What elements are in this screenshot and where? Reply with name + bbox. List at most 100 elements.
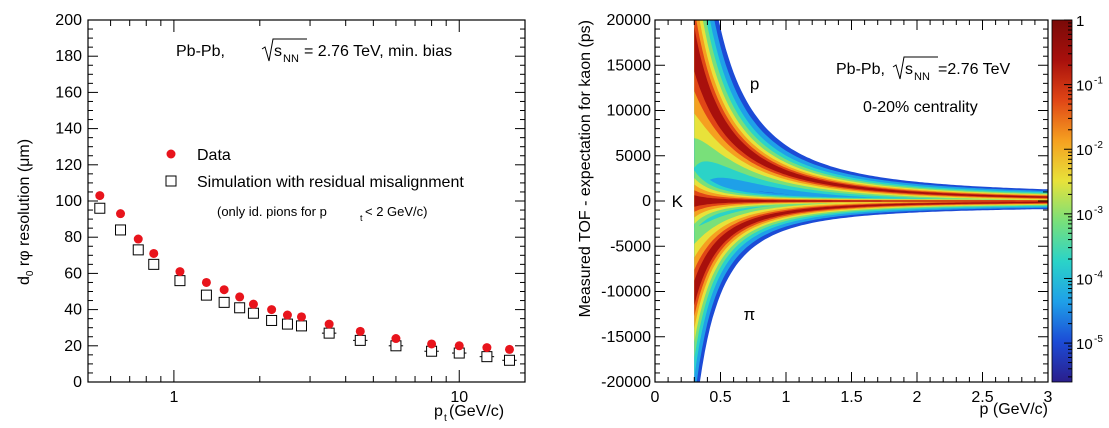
right-x-tick-label: 3 — [1044, 389, 1053, 406]
data-point — [296, 312, 306, 322]
data-point — [235, 292, 245, 302]
right-y-tick-label: 20000 — [607, 12, 652, 29]
color-scale-tick-exponent: -3 — [1094, 205, 1103, 216]
right-centrality-label: 0-20% centrality — [863, 99, 978, 116]
left-x-axis-label: p t (GeV/c) — [434, 403, 504, 424]
right-x-tick-label: 1 — [782, 389, 791, 406]
left-xlabel-main: p — [434, 403, 443, 420]
color-scale-tick-label: 1 — [1076, 13, 1084, 30]
band-label-π: π — [743, 305, 755, 324]
color-scale-tick-label: 10 — [1076, 336, 1093, 353]
color-scale-tick-exponent: -5 — [1094, 334, 1103, 345]
right-y-tick-label: -20000 — [601, 374, 651, 391]
right-y-tick-label: -10000 — [601, 284, 651, 301]
data-point — [282, 310, 292, 320]
legend-data-label: Data — [197, 147, 231, 164]
data-point — [324, 319, 334, 329]
left-annotation-root: s — [274, 43, 282, 60]
left-sqrt-sign — [261, 38, 307, 62]
left-y-tick-label: 200 — [55, 12, 82, 29]
left-note-prefix: (only id. pions for p — [217, 204, 327, 219]
color-scale-tick-label: 10 — [1076, 207, 1093, 224]
color-scale-bar — [1051, 19, 1073, 383]
sim-point — [115, 224, 127, 236]
right-y-tick-label: -15000 — [601, 329, 651, 346]
left-x-tick-label: 1 — [169, 389, 178, 406]
left-y-tick-label: 140 — [55, 121, 82, 138]
color-scale-tick-label: 10 — [1076, 271, 1093, 288]
left-y-tick-label: 40 — [64, 302, 82, 319]
color-scale-ticks: 110-110-210-310-410-5 — [1064, 13, 1103, 378]
left-xlabel-unit: (GeV/c) — [449, 403, 504, 420]
data-point — [454, 341, 464, 351]
right-annotation-prefix: Pb-Pb, — [836, 61, 885, 78]
left-note-suffix: < 2 GeV/c) — [365, 204, 428, 219]
color-scale-tick-label: 10 — [1076, 78, 1093, 95]
sim-point — [323, 327, 335, 339]
right-annotation-suffix: =2.76 TeV — [938, 61, 1011, 78]
left-y-tick-label: 60 — [64, 265, 82, 282]
left-x-tick-label: 10 — [450, 389, 468, 406]
right-annotation-root-sub: NN — [914, 71, 930, 83]
right-chart: 0 0.5 1 1.5 2 2.5 3 -20000 -15000 -10000 -5000 0 500… — [577, 12, 1103, 418]
left-y-tick-label: 80 — [64, 229, 82, 246]
right-x-tick-label: 0.5 — [709, 389, 731, 406]
data-point — [149, 248, 159, 258]
right-y-tick-label: 10000 — [607, 103, 652, 120]
sim-point — [94, 202, 106, 214]
left-ylabel-rest: rφ resolution (μm) — [16, 139, 33, 271]
band-label-p: p — [750, 74, 759, 93]
data-point — [504, 344, 514, 354]
left-y-tick-label: 100 — [55, 193, 82, 210]
sim-point — [503, 354, 515, 366]
left-annotation-prefix: Pb-Pb, — [176, 43, 225, 60]
data-point — [391, 334, 401, 344]
left-ylabel-main: d — [16, 276, 33, 285]
left-y-axis-label: d0 rφ resolution (μm) — [16, 139, 36, 285]
color-scale-tick-label: 10 — [1076, 142, 1093, 159]
right-y-tick-label: 15000 — [607, 57, 652, 74]
sim-point — [481, 351, 493, 363]
sim-point — [354, 334, 366, 346]
data-point — [95, 191, 105, 201]
legend-data-marker — [166, 149, 176, 159]
data-point — [355, 326, 365, 336]
data-point — [133, 234, 143, 244]
sim-point — [234, 302, 246, 314]
sim-point — [132, 244, 144, 256]
sim-point — [200, 289, 212, 301]
legend-sim-label: Simulation with residual misalignment — [197, 174, 464, 191]
left-y-tick-label: 120 — [55, 157, 82, 174]
data-point — [427, 339, 437, 349]
color-scale-tick-exponent: -4 — [1094, 269, 1103, 280]
data-point — [482, 343, 492, 353]
left-y-tick-label: 20 — [64, 338, 82, 355]
data-point — [175, 267, 185, 277]
kaon-band-layer — [694, 195, 1048, 207]
sim-point — [247, 307, 259, 319]
right-ticks: 0 0.5 1 1.5 2 2.5 3 -20000 -15000 -10000 -5000 0 500… — [601, 12, 1052, 406]
sim-point — [295, 320, 307, 332]
left-annotation-suffix: = 2.76 TeV, min. bias — [304, 43, 452, 60]
right-x-tick-label: 1.5 — [840, 389, 862, 406]
left-note-sub: t — [360, 213, 363, 223]
right-x-axis-label: p (GeV/c) — [980, 401, 1048, 418]
sim-point — [266, 314, 278, 326]
left-xlabel-sub: t — [444, 413, 447, 424]
left-y-tick-label: 180 — [55, 48, 82, 65]
left-annotation-root-sub: NN — [283, 53, 299, 65]
right-y-tick-label: 0 — [642, 193, 651, 210]
right-x-tick-label: 2.5 — [971, 389, 993, 406]
data-point — [248, 299, 258, 309]
proton-band-layer — [694, 20, 1048, 203]
sim-point — [148, 258, 160, 270]
right-y-tick-label: -5000 — [610, 238, 651, 255]
left-y-tick-label: 160 — [55, 84, 82, 101]
legend-sim-marker — [165, 175, 177, 187]
right-y-axis-label: Measured TOF - expectation for kaon (ps) — [577, 20, 594, 317]
right-x-tick-label: 0 — [651, 389, 660, 406]
color-scale-tick-exponent: -2 — [1094, 140, 1103, 151]
